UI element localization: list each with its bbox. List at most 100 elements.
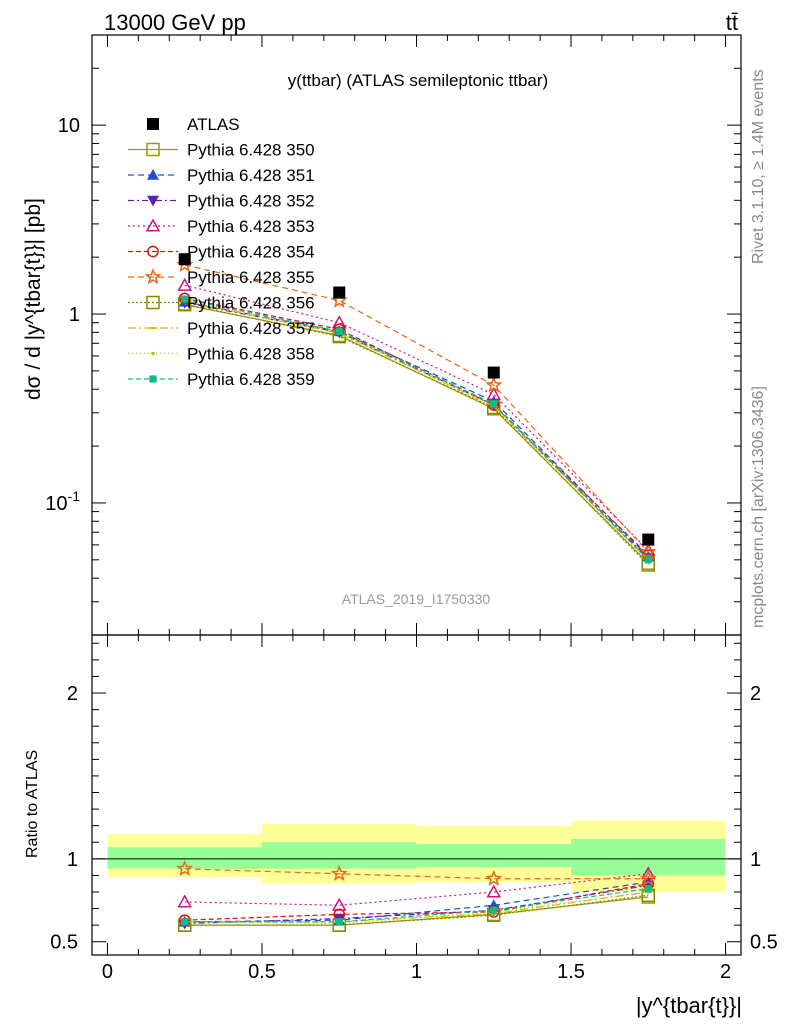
data-point bbox=[151, 351, 155, 356]
x-tick-label: 0.5 bbox=[248, 961, 276, 983]
ratio-y-tick-label: 0.5 bbox=[50, 932, 78, 954]
legend-label: Pythia 6.428 356 bbox=[187, 294, 315, 313]
legend-entry: Pythia 6.428 353 bbox=[128, 217, 315, 236]
main-y-axis-label: dσ / d |y^{tbar{t}}| [pb] bbox=[22, 198, 45, 400]
legend-entry: Pythia 6.428 352 bbox=[128, 192, 315, 211]
series-pythia-6428-359 bbox=[181, 295, 652, 564]
legend-entry: Pythia 6.428 356 bbox=[128, 294, 315, 313]
data-point bbox=[181, 295, 189, 303]
plot-title: y(ttbar) (ATLAS semileptonic ttbar) bbox=[288, 71, 548, 90]
data-point bbox=[149, 375, 157, 383]
header-right: tt̄ bbox=[726, 10, 738, 35]
data-point bbox=[146, 142, 160, 157]
tick-labels: 0 0.5 1 1.5 2 0.5 0.5 1 1 2 2 10 1 10-1 bbox=[45, 115, 778, 983]
legend-entry: Pythia 6.428 359 bbox=[128, 370, 315, 389]
data-point bbox=[177, 894, 192, 908]
legend-label: ATLAS bbox=[187, 115, 240, 134]
ratio-series-pythia-6428-356 bbox=[177, 888, 656, 932]
data-point bbox=[335, 918, 343, 926]
legend-entry: Pythia 6.428 357 bbox=[128, 319, 315, 338]
data-point bbox=[485, 869, 503, 886]
data-point bbox=[490, 906, 498, 914]
series-line bbox=[184, 891, 649, 925]
data-point bbox=[487, 366, 500, 379]
legend-label: Pythia 6.428 359 bbox=[187, 370, 315, 389]
data-point bbox=[147, 169, 159, 180]
legend-label: Pythia 6.428 352 bbox=[187, 192, 315, 211]
data-point bbox=[147, 195, 159, 207]
legend-label: Pythia 6.428 353 bbox=[187, 217, 315, 236]
data-point bbox=[639, 543, 657, 560]
ratio-y-tick-label: 2 bbox=[67, 683, 78, 705]
main-y-tick-label: 1 bbox=[69, 304, 80, 326]
stat-uncertainty-band bbox=[416, 843, 572, 868]
data-point bbox=[642, 533, 655, 546]
series-atlas bbox=[178, 253, 655, 546]
ratio-y-tick-label-right: 1 bbox=[750, 849, 761, 871]
main-series-group bbox=[176, 253, 657, 572]
x-tick-label: 2 bbox=[720, 961, 731, 983]
series-line bbox=[184, 299, 649, 562]
stat-uncertainty-band bbox=[261, 842, 417, 869]
series-line bbox=[184, 298, 649, 561]
legend-entry: Pythia 6.428 351 bbox=[128, 166, 315, 185]
series-line bbox=[184, 303, 649, 566]
legend-entry: Pythia 6.428 358 bbox=[128, 345, 315, 364]
legend-entry: Pythia 6.428 355 bbox=[128, 268, 315, 287]
mcplots-label: mcplots.cern.ch [arXiv:1306.3436] bbox=[750, 386, 767, 628]
data-point bbox=[333, 286, 346, 299]
data-point bbox=[331, 897, 347, 911]
ratio-series-pythia-6428-355 bbox=[176, 859, 657, 886]
series-line bbox=[184, 868, 649, 880]
series-pythia-6428-356 bbox=[177, 297, 656, 572]
data-point bbox=[178, 253, 191, 266]
legend-entry: ATLAS bbox=[147, 115, 240, 134]
data-point bbox=[644, 885, 652, 893]
data-point bbox=[486, 884, 502, 898]
series-line bbox=[184, 301, 649, 558]
ratio-series-pythia-6428-359 bbox=[181, 885, 652, 926]
series-line bbox=[184, 300, 649, 561]
series-pythia-6428-358 bbox=[182, 298, 651, 564]
data-point bbox=[181, 918, 189, 926]
legend-label: Pythia 6.428 358 bbox=[187, 345, 315, 364]
data-point bbox=[145, 218, 161, 232]
data-point bbox=[147, 118, 159, 130]
data-point bbox=[147, 245, 159, 258]
ratio-y-tick-label-right: 0.5 bbox=[750, 932, 778, 954]
legend-label: Pythia 6.428 357 bbox=[187, 319, 315, 338]
watermark: ATLAS_2019_I1750330 bbox=[342, 591, 491, 607]
legend-label: Pythia 6.428 354 bbox=[187, 243, 315, 262]
legend-label: Pythia 6.428 355 bbox=[187, 268, 315, 287]
stat-uncertainty-band bbox=[571, 838, 726, 876]
ratio-series-group bbox=[176, 859, 657, 932]
data-point bbox=[176, 859, 194, 877]
ratio-y-axis-label: Ratio to ATLAS bbox=[24, 750, 41, 858]
data-point bbox=[330, 864, 348, 881]
data-point bbox=[639, 869, 657, 886]
series-line bbox=[184, 883, 649, 921]
series-pythia-6428-350 bbox=[177, 297, 656, 570]
series-line bbox=[184, 301, 649, 559]
data-point bbox=[490, 400, 498, 408]
main-y-tick-label: 10-1 bbox=[45, 488, 80, 515]
data-point bbox=[335, 327, 343, 335]
series-pythia-6428-357 bbox=[181, 300, 652, 561]
ratio-y-tick-label-right: 2 bbox=[750, 683, 761, 705]
axes bbox=[91, 34, 742, 956]
series-line bbox=[184, 304, 649, 564]
x-tick-label: 1.5 bbox=[557, 961, 585, 983]
data-point bbox=[331, 315, 347, 329]
header-left: 13000 GeV pp bbox=[104, 10, 246, 35]
series-line bbox=[184, 894, 649, 926]
x-axis-label: |y^{tbar{t}}| bbox=[636, 993, 742, 1018]
legend-label: Pythia 6.428 351 bbox=[187, 166, 315, 185]
data-point bbox=[485, 376, 503, 393]
data-point bbox=[146, 295, 160, 310]
legend-entry: Pythia 6.428 354 bbox=[128, 243, 315, 262]
legend-entry: Pythia 6.428 350 bbox=[128, 141, 315, 160]
data-point bbox=[144, 268, 162, 285]
x-tick-label: 1 bbox=[411, 961, 422, 983]
data-point bbox=[644, 556, 652, 564]
